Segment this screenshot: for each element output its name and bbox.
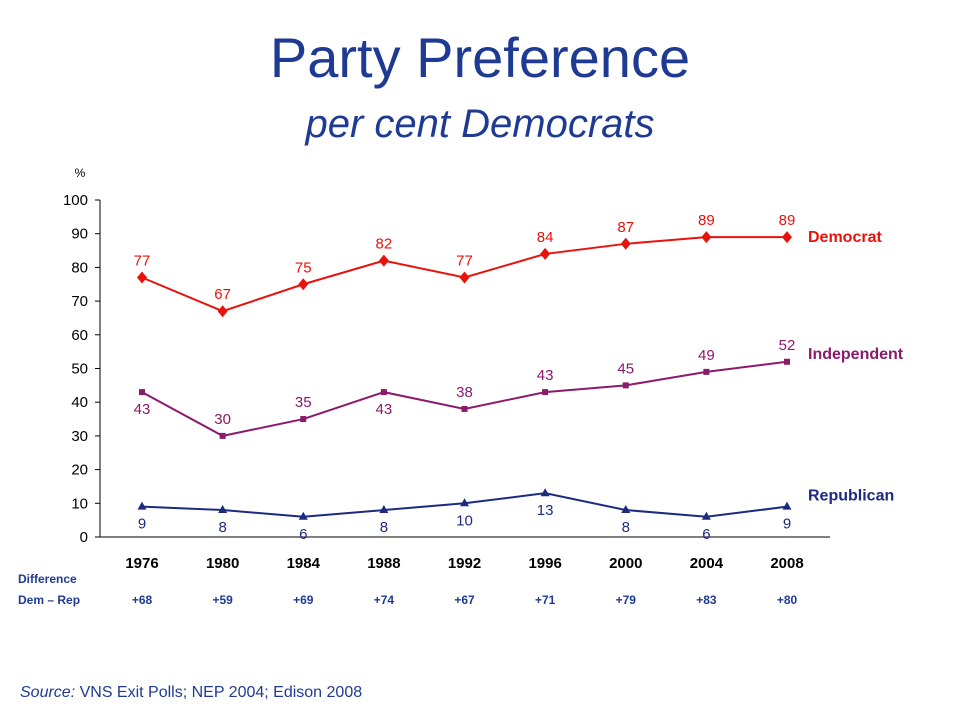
y-tick-label: 80: [71, 259, 88, 276]
data-label-democrat: 67: [214, 286, 231, 303]
data-label-democrat: 75: [295, 259, 312, 276]
legend-label-independent: Independent: [808, 346, 904, 363]
y-tick-label: 70: [71, 293, 88, 310]
data-label-independent: 30: [214, 411, 231, 428]
data-point-republican: [218, 505, 228, 514]
data-label-democrat: 77: [134, 253, 151, 270]
difference-label-sub: Dem – Rep: [18, 593, 80, 607]
data-label-independent: 49: [698, 347, 715, 364]
y-tick-label: 0: [80, 529, 88, 546]
page-title: Party Preference: [269, 26, 691, 89]
data-label-democrat: 87: [617, 219, 634, 236]
x-tick-label: 1976: [125, 555, 158, 572]
data-point-independent: [703, 368, 710, 375]
data-label-republican: 8: [622, 519, 630, 536]
source-label: Source:: [20, 684, 76, 701]
data-label-independent: 43: [376, 401, 393, 418]
data-point-democrat: [298, 278, 309, 291]
data-label-independent: 35: [295, 394, 312, 411]
data-label-republican: 10: [456, 512, 473, 529]
data-point-democrat: [217, 305, 228, 318]
data-point-republican: [379, 505, 389, 514]
difference-value: +71: [535, 593, 556, 607]
y-tick-label: 10: [71, 495, 88, 512]
y-tick-label: 20: [71, 462, 88, 479]
x-tick-label: 2000: [609, 555, 642, 572]
x-tick-label: 1988: [367, 555, 400, 572]
y-tick-label: 40: [71, 394, 88, 411]
data-point-independent: [622, 382, 629, 389]
data-point-independent: [784, 358, 790, 365]
data-point-independent: [380, 389, 387, 396]
y-tick-label: 100: [63, 192, 88, 209]
data-label-republican: 9: [783, 516, 791, 533]
data-point-democrat: [459, 271, 470, 284]
data-label-independent: 43: [537, 367, 554, 384]
legend-label-democrat: Democrat: [808, 229, 882, 246]
data-point-republican: [540, 488, 550, 497]
data-label-republican: 8: [380, 519, 388, 536]
data-label-independent: 45: [617, 360, 634, 377]
data-point-independent: [542, 389, 549, 396]
data-label-republican: 9: [138, 516, 146, 533]
data-point-democrat: [378, 254, 389, 267]
data-point-democrat: [782, 231, 792, 244]
data-point-independent: [300, 416, 307, 423]
x-tick-label: 1992: [448, 555, 481, 572]
data-point-independent: [461, 405, 468, 412]
difference-label: Difference: [18, 572, 77, 586]
data-label-democrat: 89: [698, 212, 715, 229]
x-tick-label: 1980: [206, 555, 239, 572]
data-point-republican: [701, 511, 711, 520]
x-tick-label: 1984: [287, 555, 321, 572]
data-label-democrat: 84: [537, 229, 554, 246]
difference-value: +79: [616, 593, 637, 607]
legend-label-republican: Republican: [808, 488, 894, 505]
y-tick-label: 50: [71, 361, 88, 378]
data-label-independent: 43: [134, 401, 151, 418]
data-point-republican: [298, 511, 308, 520]
data-point-democrat: [701, 231, 712, 244]
x-tick-label: 2008: [770, 555, 803, 572]
y-tick-label: 60: [71, 327, 88, 344]
data-label-republican: 8: [218, 519, 226, 536]
data-point-independent: [219, 432, 226, 439]
difference-value: +59: [212, 593, 233, 607]
data-point-republican: [621, 505, 631, 514]
data-point-democrat: [137, 271, 147, 284]
x-tick-label: 1996: [528, 555, 561, 572]
source-text: VNS Exit Polls; NEP 2004; Edison 2008: [75, 684, 363, 701]
data-label-republican: 6: [299, 526, 307, 543]
difference-value: +83: [696, 593, 717, 607]
data-label-democrat: 82: [376, 236, 393, 253]
difference-value: +80: [777, 593, 798, 607]
source-note: Source: VNS Exit Polls; NEP 2004; Edison…: [20, 684, 362, 702]
difference-value: +69: [293, 593, 314, 607]
data-point-democrat: [620, 237, 631, 250]
difference-value: +68: [132, 593, 153, 607]
y-tick-label: 90: [71, 226, 88, 243]
data-label-republican: 6: [702, 526, 710, 543]
difference-value: +67: [454, 593, 475, 607]
difference-value: +74: [374, 593, 395, 607]
x-tick-label: 2004: [690, 555, 724, 572]
data-point-republican: [782, 501, 792, 510]
data-label-republican: 13: [537, 502, 554, 519]
data-point-independent: [139, 389, 145, 396]
data-label-independent: 52: [779, 337, 796, 354]
data-point-democrat: [540, 247, 551, 260]
page-subtitle: per cent Democrats: [305, 102, 655, 146]
data-label-democrat: 89: [779, 212, 796, 229]
data-label-democrat: 77: [456, 253, 473, 270]
y-tick-label: 30: [71, 428, 88, 445]
y-axis-label: %: [75, 166, 86, 180]
data-point-republican: [460, 498, 469, 507]
data-point-republican: [137, 501, 147, 510]
data-label-independent: 38: [456, 384, 473, 401]
